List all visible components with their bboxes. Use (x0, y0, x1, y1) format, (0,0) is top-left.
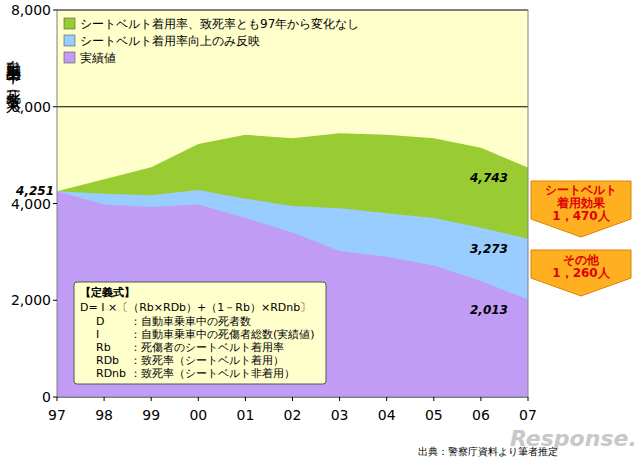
tick (386, 397, 387, 401)
annotation-arrow (531, 181, 631, 237)
tick-label: 99 (142, 407, 160, 423)
tick (480, 397, 481, 401)
tick-label: 97 (48, 407, 66, 423)
area (57, 190, 528, 397)
data-label: 3,273 (470, 242, 508, 256)
formula-title: 【定義式】 (80, 286, 135, 299)
formula-definition: ：自動車乗車中の死者数 (130, 315, 251, 328)
legend: シートベルト着用率、致死率とも97年から変化なしシートベルト着用率向上のみ反映実… (64, 17, 359, 65)
formula-definition: ：致死率（シートベルト非着用） (130, 367, 295, 380)
annotation-text: 1，470人 (552, 209, 610, 223)
tick-label: 2,000 (11, 292, 51, 308)
annotation-arrow (531, 250, 631, 296)
areas (57, 133, 528, 397)
tick-label: 00 (189, 407, 207, 423)
tick (53, 300, 57, 301)
source: 出典：警察庁資料より筆者推定 (418, 446, 558, 457)
legend-label: シートベルト着用率、致死率とも97年から変化なし (80, 17, 359, 31)
formula-symbol: D (96, 315, 104, 328)
formula-symbol: I (96, 328, 99, 341)
annotation-text: 1，260人 (552, 266, 610, 280)
tick (292, 397, 293, 401)
tick-label: 8,000 (11, 2, 51, 18)
plot-background (57, 10, 528, 397)
tick (151, 397, 152, 401)
annotation: シートベルト着用効果1，470人 (531, 181, 631, 237)
annotation-text: その他 (563, 253, 600, 267)
formula-definition: ：致死率（シートベルト着用） (130, 354, 284, 367)
tick-label: 03 (331, 407, 349, 423)
tick-label: 05 (425, 407, 443, 423)
data-label: 4,251 (15, 184, 54, 198)
formula-symbol: RDb (96, 354, 119, 367)
tick (53, 397, 57, 398)
tick (57, 397, 58, 401)
tick (53, 106, 57, 107)
formula-frame (74, 282, 326, 384)
area (57, 133, 528, 397)
grid-line (57, 106, 528, 107)
tick-label: 98 (95, 407, 113, 423)
formula-symbol: RDnb (96, 367, 126, 380)
legend-label: シートベルト着用率向上のみ反映 (80, 34, 260, 48)
chart: 02,0004,0006,0008,0009798990001020304050… (0, 0, 635, 462)
tick (104, 397, 105, 401)
tick (245, 397, 246, 401)
annotation: その他1，260人 (531, 250, 631, 296)
formula-symbol: Rb (96, 341, 111, 354)
tick-label: 04 (378, 407, 396, 423)
tick-label: 07 (519, 407, 537, 423)
annotation-text: シートベルト (545, 183, 617, 197)
tick-label: 06 (472, 407, 490, 423)
data-label: 2,013 (470, 303, 508, 317)
tick-label: 02 (284, 407, 302, 423)
tick (198, 397, 199, 401)
tick-label: 01 (236, 407, 254, 423)
legend-swatch (64, 35, 75, 46)
annotation-text: 着用効果 (556, 196, 606, 210)
area (57, 191, 528, 397)
tick (53, 10, 57, 11)
tick-label: 6,000 (11, 99, 51, 115)
tick (433, 397, 434, 401)
data-label: 4,743 (469, 171, 508, 185)
tick (528, 397, 529, 401)
formula-box: 【定義式】 D= I ×〔（Rb×RDb）+（1－Rb）×RDnb〕D ：自動車乗車… (74, 282, 326, 384)
legend-swatch (64, 18, 75, 29)
axis-label: 自動車乗車中の死者数（人） (5, 48, 23, 114)
formula-equation: D= I ×〔（Rb×RDb）+（1－Rb）×RDnb〕 (80, 301, 311, 314)
formula-definition: ：死傷者のシートベルト着用率 (130, 341, 284, 354)
legend-swatch (64, 52, 75, 63)
plot-frame (57, 10, 528, 397)
tick-label: 0 (42, 389, 51, 405)
tick (53, 203, 57, 204)
tick (339, 397, 340, 401)
formula-definition: ：自動車乗車中の死傷者総数(実績値) (130, 328, 315, 341)
legend-label: 実績値 (80, 51, 116, 65)
